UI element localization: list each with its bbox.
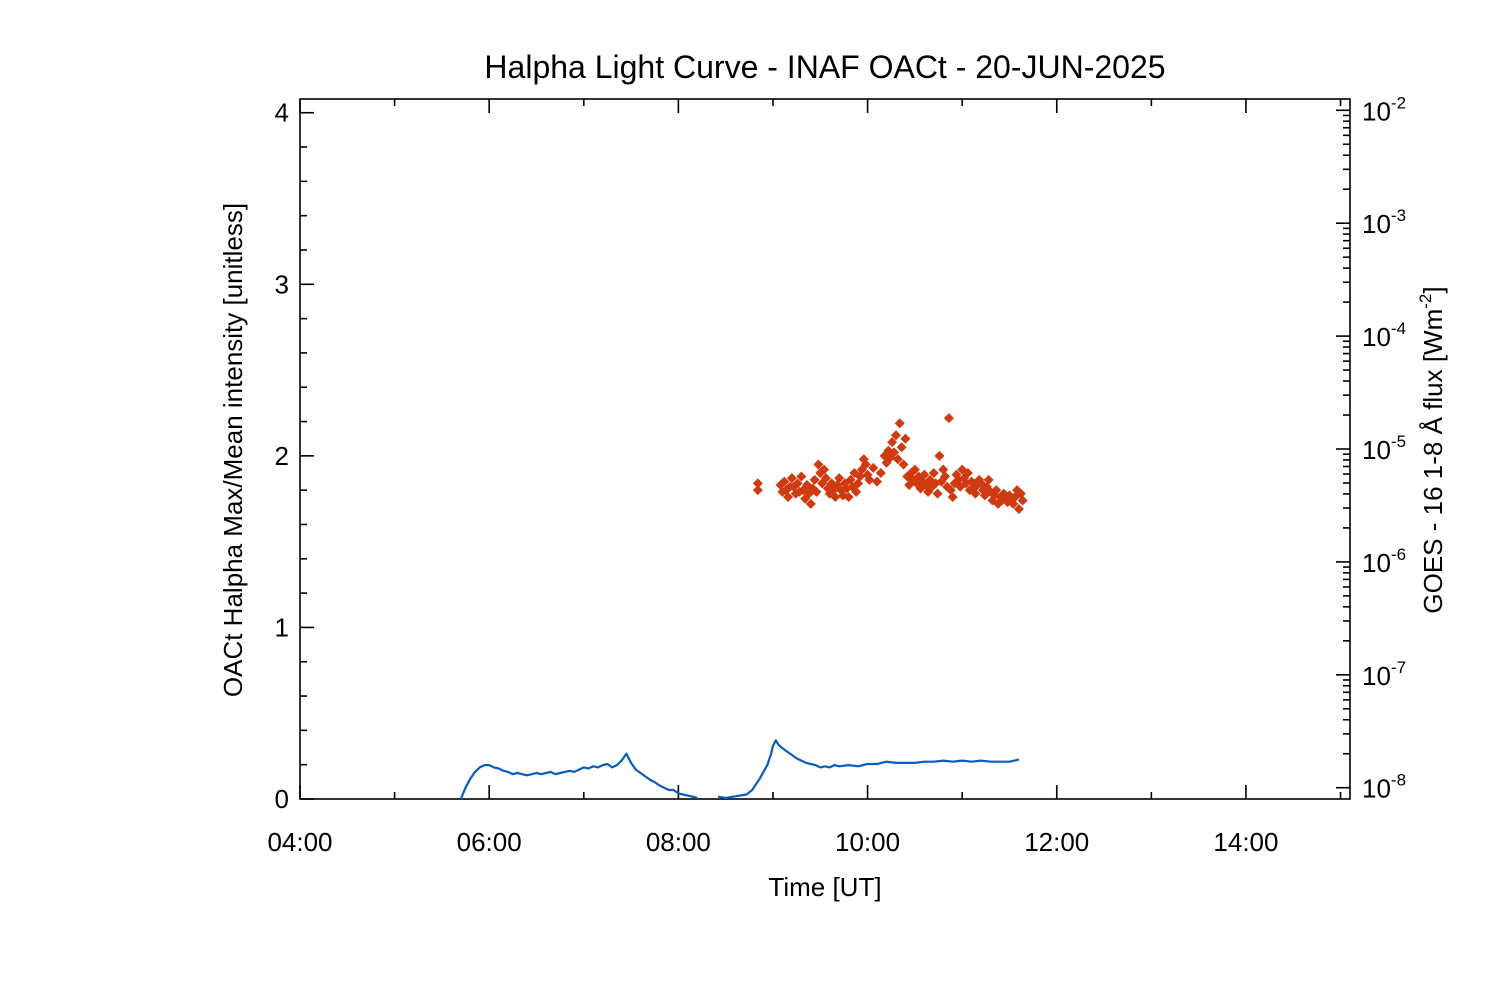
halpha-data-point xyxy=(872,476,883,487)
y2-tick-exponent: -6 xyxy=(1391,545,1406,564)
y2-tick-label: 10-5 xyxy=(1362,432,1406,465)
halpha-data-point xyxy=(779,476,790,487)
y2-tick-exponent: -5 xyxy=(1391,432,1406,451)
y-tick-label: 2 xyxy=(275,441,289,471)
halpha-data-point xyxy=(892,454,903,465)
x-tick-label: 06:00 xyxy=(457,827,522,857)
halpha-data-point xyxy=(796,471,807,482)
y2-tick-base: 10 xyxy=(1362,322,1391,352)
halpha-data-point xyxy=(783,492,794,503)
y2-tick-label: 10-2 xyxy=(1362,93,1406,126)
halpha-data-point xyxy=(811,486,822,497)
y2-tick-label: 10-3 xyxy=(1362,206,1406,239)
halpha-data-point xyxy=(805,498,816,509)
goes-flux-line xyxy=(717,739,1020,799)
y2-tick-base: 10 xyxy=(1362,209,1391,239)
y2-tick-base: 10 xyxy=(1362,661,1391,691)
halpha-data-point xyxy=(1013,504,1024,515)
y-tick-label: 4 xyxy=(275,98,289,128)
y-tick-label: 1 xyxy=(275,612,289,642)
halpha-data-point xyxy=(786,473,797,484)
chart-title: Halpha Light Curve - INAF OACt - 20-JUN-… xyxy=(484,49,1165,85)
halpha-data-point xyxy=(819,464,830,475)
halpha-data-point xyxy=(983,474,994,485)
y2-tick-base: 10 xyxy=(1362,96,1391,126)
y2-axis-title-sup: -2 xyxy=(1416,294,1435,309)
y2-tick-exponent: -8 xyxy=(1391,771,1406,790)
halpha-data-point xyxy=(792,478,803,489)
halpha-data-point xyxy=(830,492,841,503)
x-tick-label: 08:00 xyxy=(646,827,711,857)
y2-tick-label: 10-6 xyxy=(1362,545,1406,578)
halpha-data-point xyxy=(887,437,898,448)
halpha-data-point xyxy=(940,471,951,482)
halpha-data-point xyxy=(894,418,905,429)
halpha-data-point xyxy=(962,468,973,479)
halpha-data-point xyxy=(896,442,907,453)
halpha-data-point xyxy=(991,485,1002,496)
y2-axis-title-main: GOES - 16 1-8 Å flux [Wm xyxy=(1418,309,1448,614)
y-tick-label: 3 xyxy=(275,269,289,299)
halpha-data-point xyxy=(752,478,763,489)
halpha-data-point xyxy=(932,488,943,499)
halpha-data-point xyxy=(919,469,930,480)
y2-tick-base: 10 xyxy=(1362,435,1391,465)
goes-flux-line xyxy=(459,752,698,800)
halpha-data-point xyxy=(834,473,845,484)
halpha-data-point xyxy=(1017,495,1028,506)
halpha-data-point xyxy=(868,462,879,473)
y2-axis-title-end: ] xyxy=(1418,286,1448,293)
halpha-data-point xyxy=(809,474,820,485)
halpha-data-point xyxy=(928,468,939,479)
y2-tick-base: 10 xyxy=(1362,548,1391,578)
halpha-data-point xyxy=(909,464,920,475)
halpha-data-point xyxy=(860,459,871,470)
y2-tick-label: 10-8 xyxy=(1362,771,1406,804)
halpha-data-point xyxy=(843,492,854,503)
halpha-data-point xyxy=(889,447,900,458)
y-axis-title: OACt Halpha Max/Mean intensity [unitless… xyxy=(218,203,248,697)
halpha-data-point xyxy=(813,459,824,470)
x-tick-label: 04:00 xyxy=(267,827,332,857)
plot-area: 04:00 06:00 08:00 10:00 12:00 14:000123410-81… xyxy=(267,93,1406,857)
halpha-data-point xyxy=(970,488,981,499)
halpha-data-point xyxy=(900,433,911,444)
plot-frame xyxy=(299,98,1351,800)
y2-tick-label: 10-4 xyxy=(1362,319,1406,352)
y2-tick-exponent: -3 xyxy=(1391,206,1406,225)
halpha-data-point xyxy=(943,413,954,424)
halpha-data-point xyxy=(875,468,886,479)
x-tick-label: 10:00 xyxy=(835,827,900,857)
halpha-data-point xyxy=(864,474,875,485)
x-tick-label: 12:00 xyxy=(1024,827,1089,857)
x-tick-label: 14:00 xyxy=(1213,827,1278,857)
y2-tick-base: 10 xyxy=(1362,774,1391,804)
halpha-data-point xyxy=(820,473,831,484)
y2-tick-label: 10-7 xyxy=(1362,658,1406,691)
halpha-data-point xyxy=(947,492,958,503)
halpha-data-point xyxy=(752,485,763,496)
x-axis-title: Time [UT] xyxy=(768,872,881,902)
y2-tick-exponent: -7 xyxy=(1391,658,1406,677)
halpha-data-point xyxy=(851,486,862,497)
y2-tick-exponent: -2 xyxy=(1391,93,1406,112)
y2-axis-title: GOES - 16 1-8 Å flux [Wm-2] xyxy=(1416,286,1448,613)
halpha-data-point xyxy=(890,430,901,441)
halpha-data-point xyxy=(898,459,909,470)
y-tick-label: 0 xyxy=(275,784,289,814)
halpha-data-point xyxy=(934,450,945,461)
y2-tick-exponent: -4 xyxy=(1391,319,1406,338)
